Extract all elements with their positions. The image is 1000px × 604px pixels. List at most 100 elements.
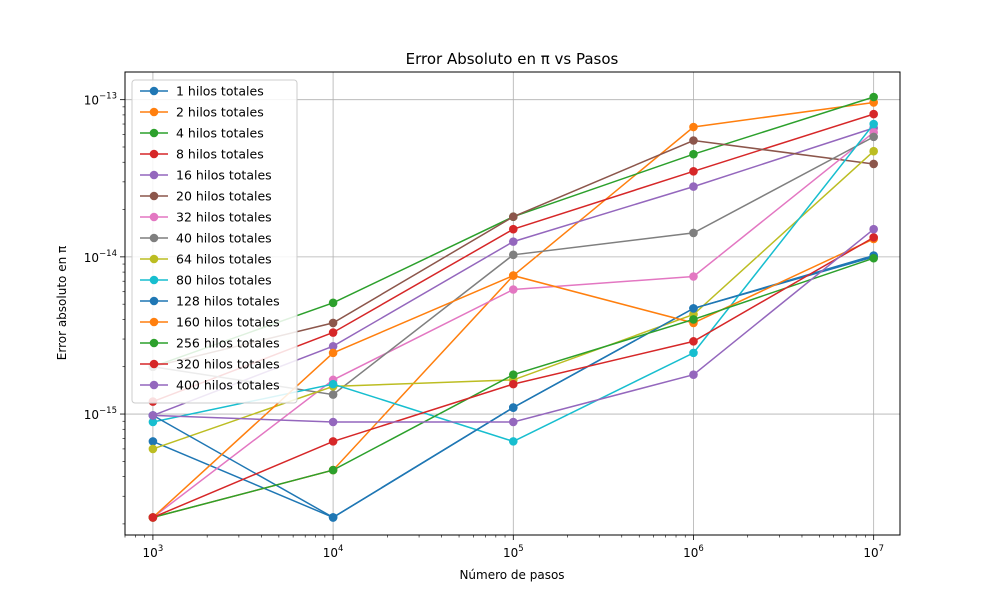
- data-point: [508, 212, 518, 222]
- legend-marker: [149, 317, 159, 327]
- data-point: [869, 233, 878, 242]
- legend-label: 40 hilos totales: [176, 231, 272, 246]
- data-point: [508, 271, 518, 280]
- data-point: [328, 390, 338, 399]
- legend-item: 64 hilos totales: [140, 252, 272, 267]
- data-point: [689, 304, 698, 313]
- legend-marker: [149, 359, 159, 369]
- x-tick-label: 107: [863, 544, 884, 560]
- data-point: [689, 272, 698, 281]
- data-point: [508, 250, 518, 260]
- legend-label: 160 hilos totales: [176, 315, 280, 330]
- data-point: [508, 403, 518, 412]
- legend-label: 80 hilos totales: [176, 273, 272, 288]
- data-point: [869, 159, 878, 169]
- legend-marker: [149, 338, 159, 348]
- legend-item: 1 hilos totales: [140, 84, 264, 99]
- plot-frame: [124, 71, 901, 536]
- legend-label: 32 hilos totales: [176, 210, 272, 225]
- legend-marker: [149, 275, 159, 285]
- x-axis-label: Número de pasos: [459, 568, 564, 582]
- legend-item: 40 hilos totales: [140, 231, 272, 246]
- series-15: [148, 224, 878, 427]
- legend-label: 20 hilos totales: [176, 189, 272, 204]
- data-point: [689, 167, 698, 176]
- y-tick-label: 10−14: [84, 249, 117, 265]
- y-tick-label: 10−15: [84, 406, 117, 422]
- legend-marker: [149, 212, 159, 222]
- data-point: [508, 224, 518, 234]
- data-point: [689, 337, 698, 346]
- legend-label: 16 hilos totales: [176, 168, 272, 183]
- data-point: [689, 122, 698, 132]
- data-point: [689, 149, 698, 159]
- data-point: [148, 444, 158, 454]
- data-point: [689, 315, 698, 324]
- legend-marker: [149, 380, 159, 390]
- legend-marker: [149, 254, 159, 264]
- series-14: [148, 233, 878, 522]
- legend-item: 4 hilos totales: [140, 126, 264, 141]
- data-point: [869, 146, 878, 156]
- x-tick-label: 103: [143, 544, 164, 560]
- data-point: [869, 253, 878, 263]
- legend-label: 128 hilos totales: [176, 294, 280, 309]
- legend-item: 16 hilos totales: [140, 168, 272, 183]
- series-lines: [148, 92, 878, 522]
- chart-title: Error Absoluto en π vs Pasos: [406, 50, 619, 68]
- data-point: [689, 348, 698, 358]
- x-tick-label: 104: [323, 544, 344, 560]
- legend-label: 400 hilos totales: [176, 378, 280, 393]
- data-point: [328, 298, 338, 308]
- legend-item: 256 hilos totales: [140, 336, 280, 351]
- data-point: [328, 437, 338, 446]
- legend-label: 8 hilos totales: [176, 147, 264, 162]
- legend-item: 320 hilos totales: [140, 357, 280, 372]
- y-axis-label: Error absoluto en π: [55, 246, 69, 360]
- data-point: [148, 513, 158, 522]
- legend-item: 8 hilos totales: [140, 147, 264, 162]
- legend-marker: [149, 191, 159, 201]
- legend-label: 4 hilos totales: [176, 126, 264, 141]
- legend-marker: [149, 296, 159, 306]
- data-point: [328, 465, 338, 475]
- legend-item: 160 hilos totales: [140, 315, 280, 330]
- legend-item: 32 hilos totales: [140, 210, 272, 225]
- x-tick-label: 106: [683, 544, 704, 560]
- data-point: [328, 318, 338, 328]
- data-point: [869, 109, 878, 119]
- legend-label: 64 hilos totales: [176, 252, 272, 267]
- legend-marker: [149, 86, 159, 96]
- data-point: [148, 417, 158, 427]
- legend-marker: [149, 170, 159, 180]
- axis-ticks: 103 104 105 106 107 10−15 10−14 10−13: [84, 92, 884, 560]
- data-point: [328, 379, 338, 389]
- data-point: [508, 237, 518, 246]
- legend-marker: [149, 128, 159, 138]
- y-tick-label: 10−13: [84, 92, 117, 108]
- data-point: [508, 379, 518, 389]
- data-point: [148, 437, 158, 446]
- legend-marker: [149, 233, 159, 243]
- legend-label: 1 hilos totales: [176, 84, 264, 99]
- legend-marker: [149, 149, 159, 159]
- data-point: [328, 328, 338, 337]
- legend-item: 2 hilos totales: [140, 105, 264, 120]
- data-point: [328, 348, 338, 358]
- legend-label: 256 hilos totales: [176, 336, 280, 351]
- data-point: [328, 417, 338, 427]
- data-point: [869, 224, 878, 234]
- legend-item: 128 hilos totales: [140, 294, 280, 309]
- legend-item: 20 hilos totales: [140, 189, 272, 204]
- data-point: [689, 136, 698, 145]
- data-point: [508, 437, 518, 446]
- legend-item: 400 hilos totales: [140, 378, 280, 393]
- data-point: [508, 285, 518, 294]
- legend-item: 80 hilos totales: [140, 273, 272, 288]
- legend-label: 320 hilos totales: [176, 357, 280, 372]
- data-point: [508, 417, 518, 427]
- legend-box: [131, 79, 298, 404]
- data-point: [148, 411, 158, 420]
- data-point: [689, 182, 698, 191]
